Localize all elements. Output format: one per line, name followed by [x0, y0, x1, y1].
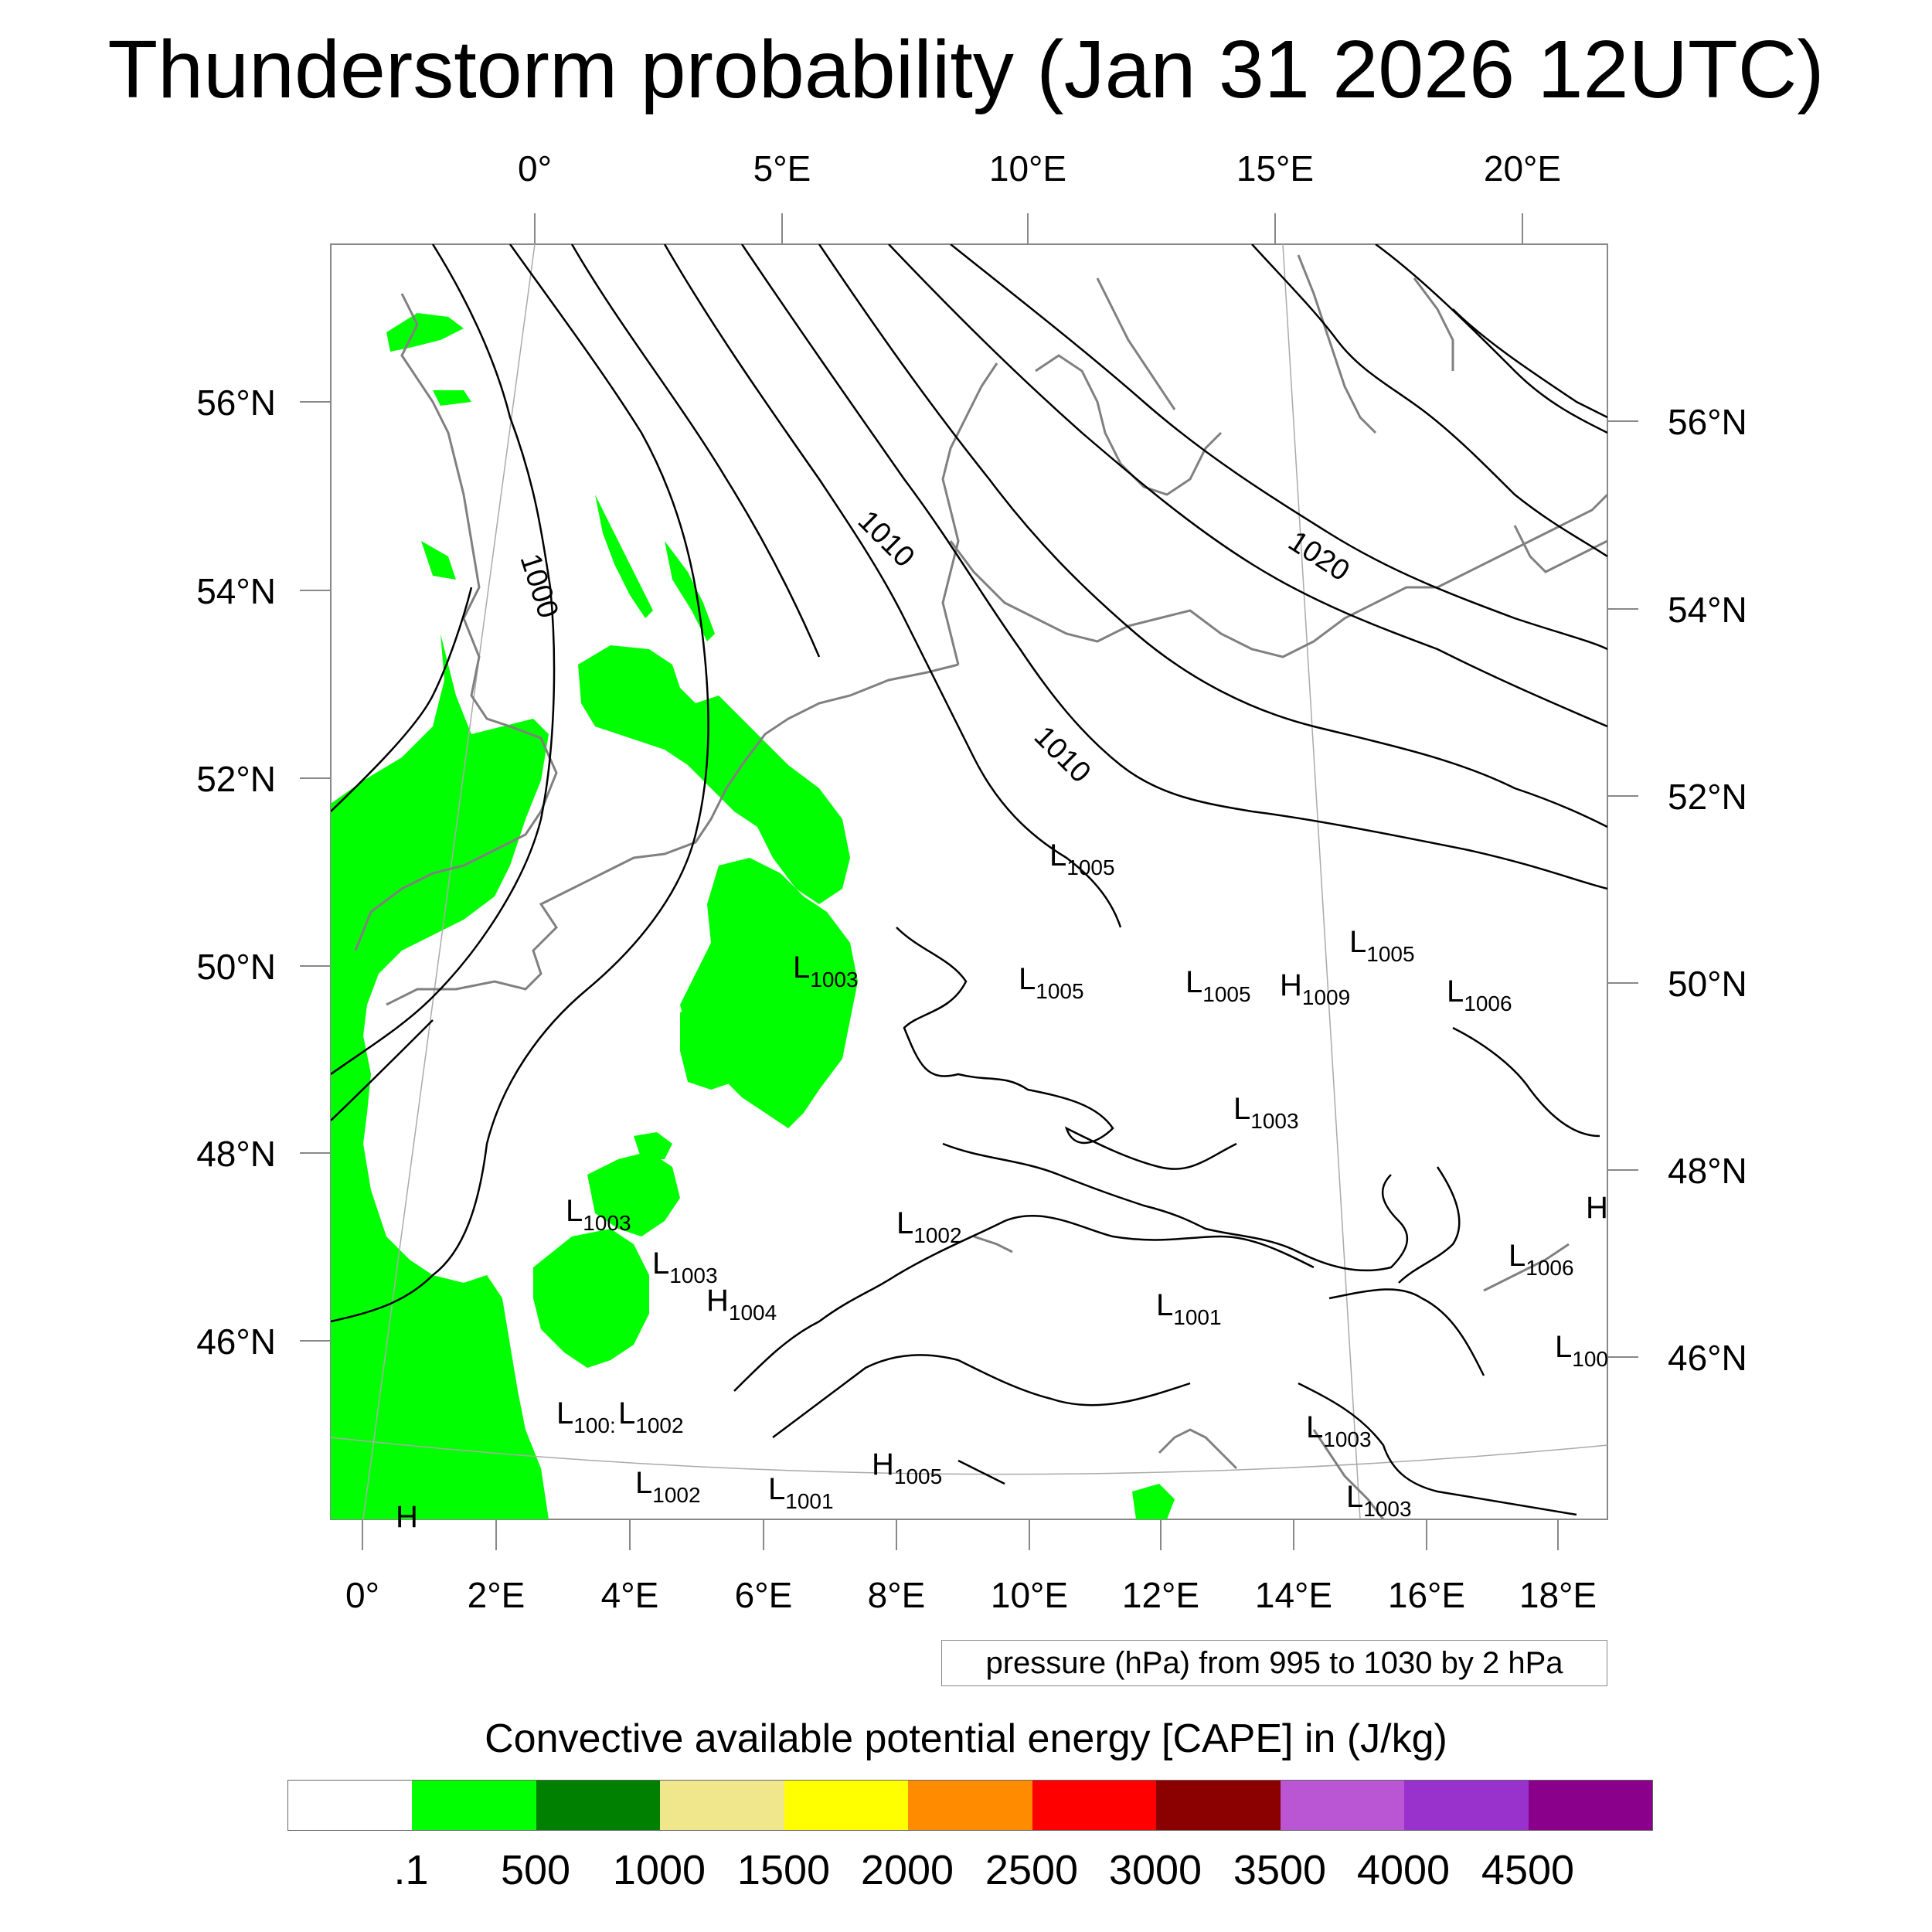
pressure-center: H1005 — [872, 1447, 942, 1488]
pressure-center: L1002 — [896, 1206, 962, 1247]
right-lat-label-50n: 50°N — [1668, 964, 1747, 1004]
cape-area-scotland — [386, 313, 464, 352]
colorbar — [287, 1780, 1653, 1831]
colorbar-tick-label: .1 — [393, 1847, 429, 1893]
map-frame — [330, 243, 1608, 1520]
bottom-lon-label-16e: 16°E — [1388, 1575, 1465, 1615]
bottom-lon-label-2e: 2°E — [468, 1575, 526, 1615]
isobars — [331, 244, 1607, 1516]
left-lat-label-50n: 50°N — [196, 947, 276, 987]
top-lon-label-20e: 20°E — [1484, 148, 1561, 189]
pressure-center: L1001 — [768, 1472, 834, 1513]
bottom-lon-label-14e: 14°E — [1255, 1575, 1332, 1615]
left-lat-label-48n: 48°N — [196, 1134, 276, 1174]
colorbar-tick-label: 500 — [500, 1847, 571, 1893]
right-lat-label-56n: 56°N — [1668, 402, 1747, 442]
colorbar-swatch — [1528, 1781, 1652, 1830]
bottom-lon-label-0: 0° — [345, 1575, 379, 1615]
colorbar-swatch — [412, 1781, 536, 1830]
bottom-lon-label-6e: 6°E — [735, 1575, 793, 1615]
top-lon-label-15e: 15°E — [1236, 148, 1314, 189]
cape-area-france-east — [680, 1005, 742, 1090]
left-lat-label-54n: 54°N — [196, 571, 276, 611]
right-lat-label-52n: 52°N — [1668, 777, 1747, 817]
cape-area-massif — [587, 1151, 680, 1236]
right-lat-label-48n: 48°N — [1668, 1151, 1747, 1191]
pressure-center: H1009 — [1280, 968, 1350, 1009]
cape-area-small-2 — [421, 541, 456, 580]
graticule — [331, 244, 1607, 1519]
colorbar-title: Convective available potential energy [C… — [485, 1716, 1447, 1761]
colorbar-tick-label: 4000 — [1356, 1847, 1451, 1893]
pressure-center: L1005 — [1185, 965, 1251, 1006]
left-lat-label-52n: 52°N — [196, 759, 276, 799]
top-lon-label-0: 0° — [518, 148, 552, 189]
left-lat-label-56n: 56°N — [196, 383, 276, 423]
cape-shading — [331, 313, 1175, 1519]
coastlines — [354, 254, 1607, 1519]
top-lon-label-5e: 5°E — [753, 148, 811, 189]
pressure-center: H1004 — [706, 1284, 777, 1325]
colorbar-swatch — [784, 1781, 909, 1830]
colorbar-swatch — [660, 1781, 784, 1830]
pressure-center: L1002 — [635, 1466, 701, 1507]
cape-area-small-1 — [433, 390, 471, 406]
pressure-contour-note: pressure (hPa) from 995 to 1030 by 2 hPa — [941, 1640, 1607, 1686]
pressure-center: L1006 — [1447, 975, 1512, 1015]
cape-area-biscay — [533, 1229, 649, 1368]
colorbar-tick-label: 1000 — [612, 1847, 706, 1893]
colorbar-swatch — [1032, 1781, 1157, 1830]
bottom-lon-label-4e: 4°E — [601, 1575, 659, 1615]
pressure-center: L1005 — [1049, 838, 1115, 879]
top-lon-label-10e: 10°E — [989, 148, 1066, 189]
pressure-center: L1006 — [1509, 1239, 1574, 1280]
pressure-center: L1005 — [1349, 925, 1415, 966]
colorbar-swatch — [1156, 1781, 1281, 1830]
colorbar-tick-label: 4500 — [1481, 1847, 1575, 1893]
bottom-lon-label-18e: 18°E — [1519, 1575, 1597, 1615]
pressure-center: L1003 — [1346, 1480, 1412, 1521]
pressure-center: L1002 — [618, 1396, 684, 1437]
bottom-lon-label-12e: 12°E — [1122, 1575, 1199, 1615]
bottom-lon-label-8e: 8°E — [868, 1575, 926, 1615]
colorbar-tick-label: 2000 — [860, 1847, 954, 1893]
colorbar-swatch — [1280, 1781, 1405, 1830]
frame-ticks — [300, 213, 1638, 1550]
colorbar-tick-label: 1500 — [736, 1847, 831, 1893]
cape-area-west-coast — [331, 634, 549, 1519]
colorbar-tick-label: 3500 — [1233, 1847, 1327, 1893]
right-lat-label-46n: 46°N — [1668, 1338, 1747, 1378]
cape-area-north-sea-strip-2 — [665, 541, 715, 641]
pressure-center: H — [396, 1500, 418, 1534]
colorbar-tick-label: 3000 — [1108, 1847, 1202, 1893]
left-lat-label-46n: 46°N — [196, 1321, 276, 1362]
pressure-center: L1005 — [1019, 962, 1084, 1003]
pressure-center: L100 — [1555, 1330, 1608, 1371]
pressure-center: L1003 — [566, 1194, 631, 1235]
pressure-center: H — [1586, 1191, 1608, 1225]
cape-area-channel — [578, 645, 850, 904]
cape-area-south-france — [634, 1132, 672, 1159]
pressure-center: L1003 — [652, 1247, 718, 1287]
cape-area-adriatic — [1132, 1484, 1175, 1519]
cape-area-north-sea-strip — [595, 495, 653, 618]
pressure-center: L1003 — [1233, 1092, 1299, 1133]
pressure-center: L1001 — [1156, 1288, 1222, 1329]
chart-title: Thunderstorm probability (Jan 31 2026 12… — [107, 24, 1825, 115]
colorbar-swatch — [536, 1781, 661, 1830]
right-lat-label-54n: 54°N — [1668, 590, 1747, 630]
colorbar-swatch — [908, 1781, 1032, 1830]
pressure-center: L1003 — [793, 951, 859, 992]
colorbar-swatch — [1404, 1781, 1529, 1830]
pressure-center: L1003 — [1306, 1410, 1372, 1451]
bottom-lon-label-10e: 10°E — [991, 1575, 1068, 1615]
pressure-center: L100: — [556, 1396, 616, 1437]
colorbar-tick-label: 2500 — [985, 1847, 1079, 1893]
colorbar-swatch — [288, 1781, 413, 1830]
